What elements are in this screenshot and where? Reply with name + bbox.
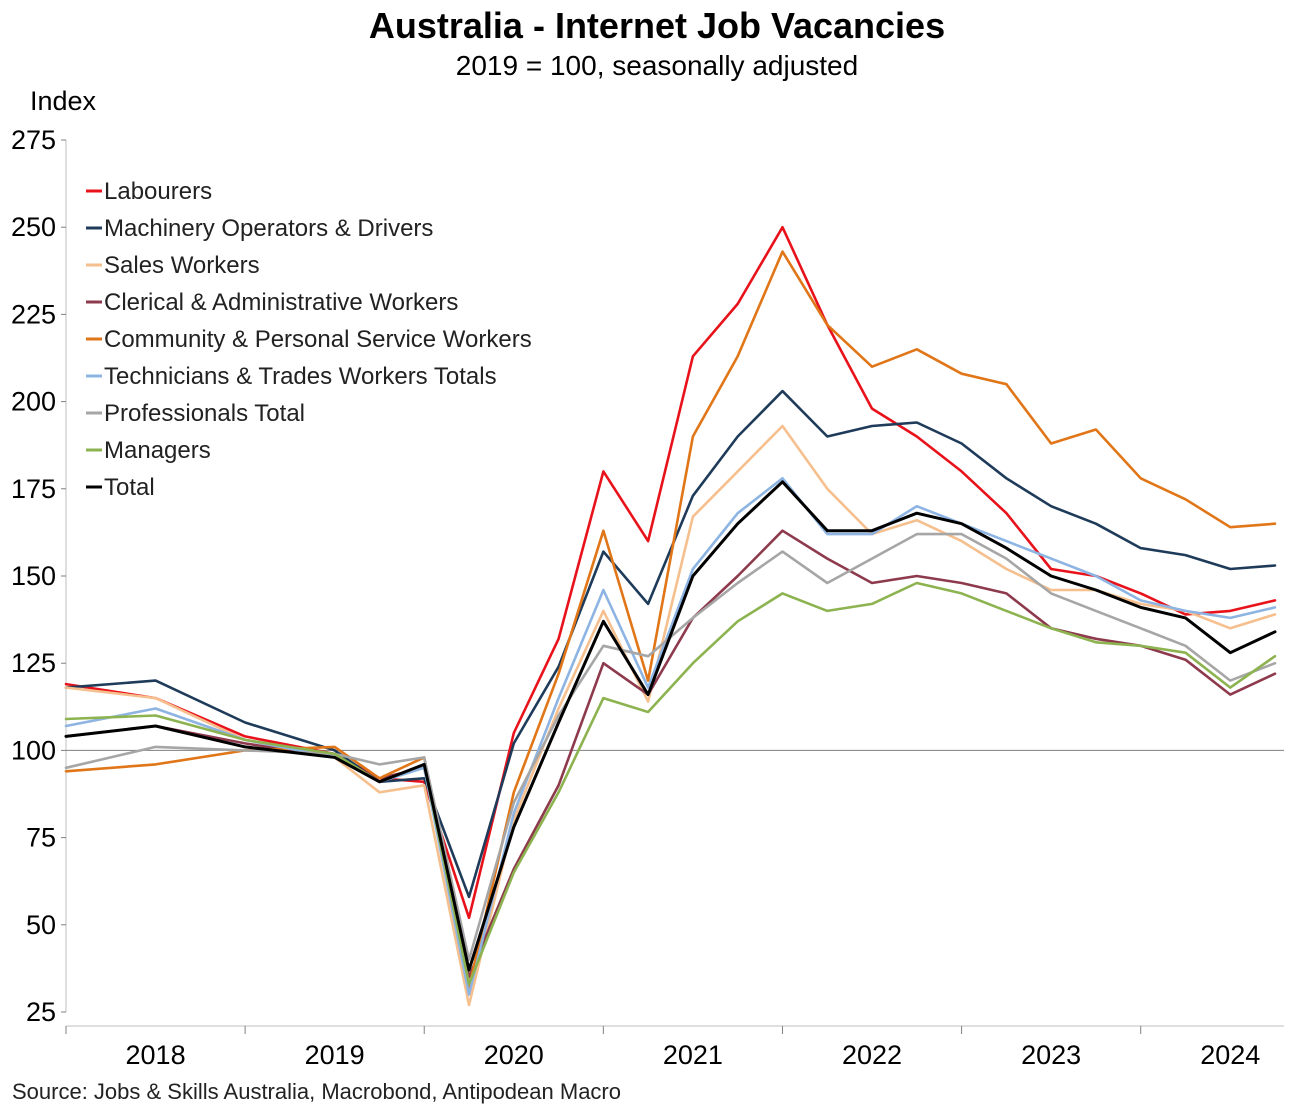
series-line-2 bbox=[64, 424, 1277, 1007]
y-tick-label: 150 bbox=[11, 561, 56, 591]
y-tick-label: 125 bbox=[11, 648, 56, 678]
y-tick-label: 200 bbox=[11, 387, 56, 417]
legend-label-3: Clerical & Administrative Workers bbox=[104, 289, 458, 316]
y-tick-label: 25 bbox=[26, 997, 56, 1027]
y-tick-label: 50 bbox=[26, 910, 56, 940]
y-tick-label: 225 bbox=[11, 299, 56, 329]
legend-label-8: Total bbox=[104, 474, 155, 501]
y-axis-label: Index bbox=[30, 86, 97, 116]
x-tick-label: 2021 bbox=[663, 1040, 723, 1070]
legend-label-6: Professionals Total bbox=[104, 400, 305, 427]
legend-label-5: Technicians & Trades Workers Totals bbox=[104, 363, 497, 390]
legend-label-2: Sales Workers bbox=[104, 252, 260, 279]
y-tick-label: 250 bbox=[11, 212, 56, 242]
legend: Labourers Machinery Operators & Drivers Sa… bbox=[86, 178, 532, 501]
y-tick-label: 175 bbox=[11, 474, 56, 504]
x-tick-label: 2018 bbox=[126, 1040, 186, 1070]
source-note: Source: Jobs & Skills Australia, Macrobo… bbox=[12, 1079, 621, 1104]
y-tick-label: 100 bbox=[11, 735, 56, 765]
series-line-6 bbox=[64, 532, 1277, 962]
legend-label-0: Labourers bbox=[104, 178, 212, 205]
series-line-8 bbox=[64, 480, 1277, 972]
legend-label-7: Managers bbox=[104, 437, 211, 464]
chart-subtitle: 2019 = 100, seasonally adjusted bbox=[455, 50, 859, 81]
legend-label-4: Community & Personal Service Workers bbox=[104, 326, 532, 353]
series-layer bbox=[64, 225, 1277, 1007]
axes: 25 50 75 100 125 150 175 200 225 250 275 2018 2019 20… bbox=[11, 125, 1284, 1070]
legend-label-1: Machinery Operators & Drivers bbox=[104, 215, 433, 242]
x-tick-label: 2020 bbox=[484, 1040, 544, 1070]
y-tick-label: 275 bbox=[11, 125, 56, 155]
x-tick-label: 2023 bbox=[1021, 1040, 1081, 1070]
series-line-4 bbox=[64, 250, 1277, 989]
series-line-1 bbox=[64, 389, 1277, 899]
chart-title: Australia - Internet Job Vacancies bbox=[368, 5, 946, 46]
x-tick-label: 2022 bbox=[842, 1040, 902, 1070]
series-line-3 bbox=[64, 529, 1277, 979]
x-tick-label: 2024 bbox=[1200, 1040, 1260, 1070]
y-tick-label: 75 bbox=[26, 823, 56, 853]
series-line-7 bbox=[64, 581, 1277, 986]
x-tick-label: 2019 bbox=[305, 1040, 365, 1070]
